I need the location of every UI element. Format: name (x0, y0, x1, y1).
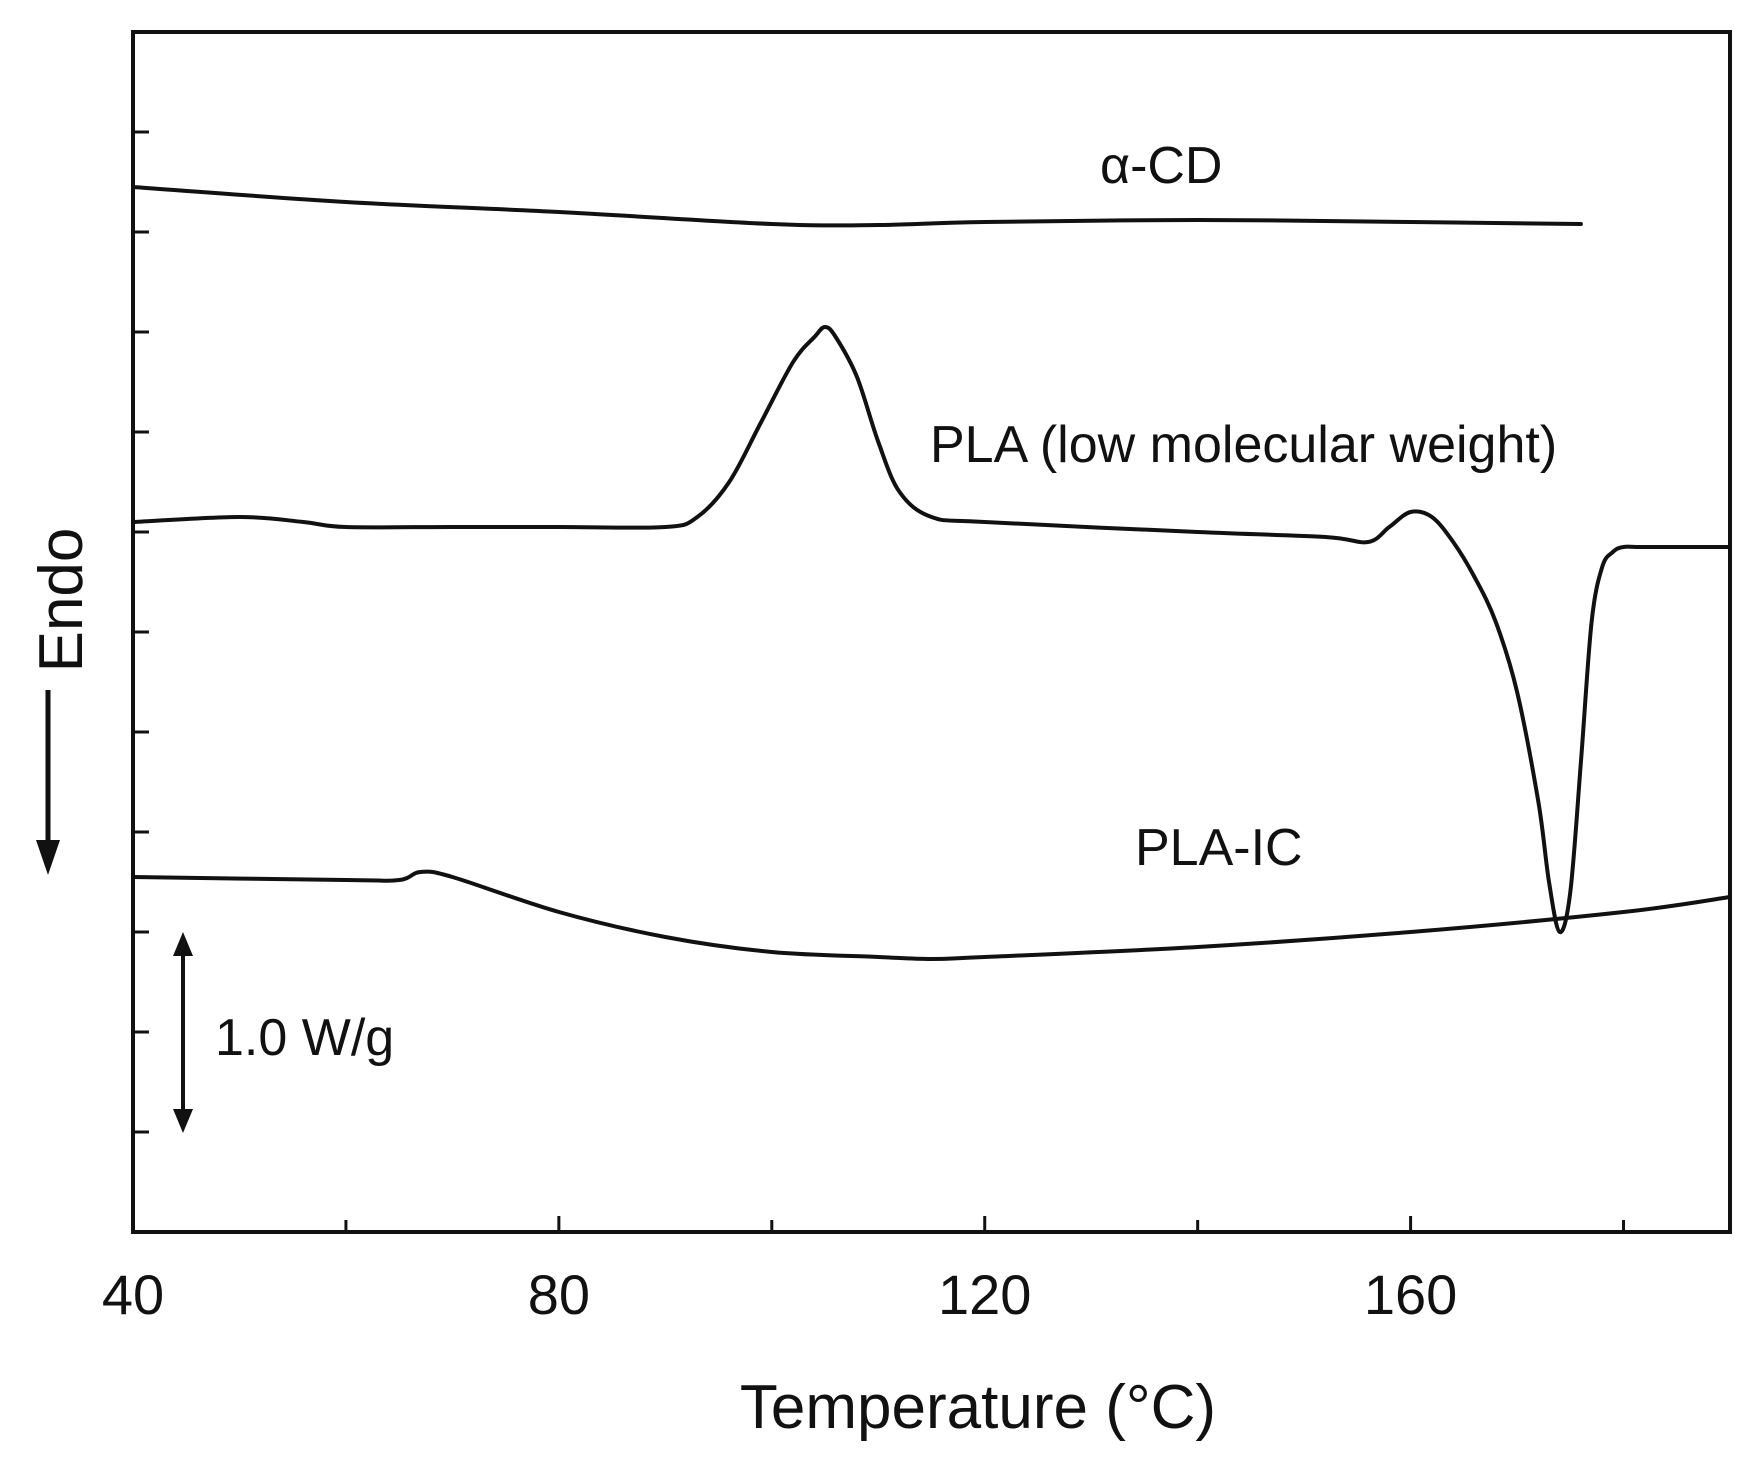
y-axis-title-group: Endo (27, 528, 96, 875)
x-tick-label: 80 (528, 1263, 590, 1326)
series-label-alpha-cd: α-CD (1100, 137, 1222, 195)
series-line-pla-ic (131, 869, 1732, 961)
endo-arrow-down-icon (36, 840, 60, 875)
series-line-pla-low-mw (131, 325, 1732, 935)
y-axis-ticks (133, 130, 149, 1134)
x-tick-label: 160 (1364, 1263, 1457, 1326)
x-axis-title: Temperature (°C) (740, 1373, 1216, 1442)
x-axis-ticks (131, 1216, 1626, 1232)
scale-bar-arrow-down-icon (173, 1109, 193, 1133)
scale-bar-label: 1.0 W/g (215, 1009, 394, 1067)
series-line-alpha-cd (131, 185, 1583, 228)
scale-bar-arrow-up-icon (173, 932, 193, 956)
series-label-pla-ic: PLA-IC (1135, 819, 1303, 877)
x-axis-tick-labels: 40 80 120 160 (102, 1263, 1457, 1326)
y-axis-title: Endo (27, 528, 96, 673)
scale-bar (173, 932, 193, 1133)
x-tick-label: 40 (102, 1263, 164, 1326)
x-tick-label: 120 (938, 1263, 1031, 1326)
series-label-pla-low-mw: PLA (low molecular weight) (930, 416, 1557, 474)
